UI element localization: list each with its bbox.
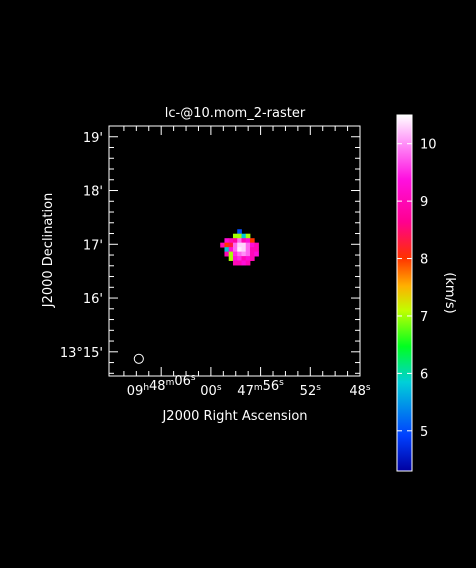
pixel — [241, 247, 247, 253]
pixel — [241, 251, 247, 257]
colorbar-tick-label: 10 — [420, 138, 437, 153]
colorbar-label: (km/s) — [442, 272, 457, 314]
pixel — [232, 256, 238, 261]
pixel — [228, 242, 234, 248]
pixel — [232, 238, 238, 244]
pixel — [232, 251, 238, 257]
pixel — [237, 229, 242, 235]
colorbar-tick-labels: 5 6 7 8 9 10 — [420, 138, 437, 440]
pixel — [228, 256, 234, 261]
beam-ellipse — [133, 353, 144, 364]
beam-layer — [133, 353, 144, 364]
pixel — [232, 247, 238, 253]
colorbar-tick-label: 9 — [420, 195, 428, 210]
pixel — [249, 256, 255, 261]
colorbar-tick-label: 8 — [420, 253, 428, 268]
x-axis-label: J2000 Right Ascension — [161, 409, 307, 424]
x-tick-label: 48s — [349, 383, 371, 399]
pixel — [254, 251, 259, 257]
pixel — [228, 247, 234, 253]
pixel — [249, 242, 255, 248]
y-tick-labels: 13°15' 16' 17' 18' 19' — [60, 131, 103, 361]
pixel — [232, 233, 238, 239]
pixel — [237, 256, 242, 261]
pixel — [228, 251, 234, 257]
x-tick-label: 09h48m06s — [127, 373, 196, 399]
pixel — [249, 247, 255, 253]
pixel — [254, 242, 259, 248]
pixel — [249, 251, 255, 257]
y-tick-label: 17' — [83, 238, 103, 253]
chart-title: lc-@10.mom_2-raster — [165, 106, 306, 121]
pixel — [241, 233, 247, 239]
pixel — [241, 260, 247, 266]
pixel — [245, 238, 251, 244]
pixel — [245, 260, 251, 266]
pixel — [254, 247, 259, 253]
pixel — [224, 247, 230, 253]
x-tick-label: 47m56s — [237, 378, 284, 399]
pixel — [237, 247, 242, 253]
colorbar-tick-label: 6 — [420, 367, 428, 382]
pixel — [228, 238, 234, 244]
x-tick-marks — [123, 126, 361, 376]
pixel — [237, 233, 242, 239]
y-tick-label: 19' — [83, 131, 103, 146]
pixel — [232, 242, 238, 248]
emission-pixels — [220, 229, 259, 266]
plot-frame — [108, 125, 361, 377]
pixel — [241, 256, 247, 261]
pixel — [245, 256, 251, 261]
pixel — [237, 260, 242, 266]
colorbar-tick-label: 5 — [420, 425, 428, 440]
pixel — [220, 242, 225, 248]
colorbar — [396, 114, 413, 472]
pixel — [245, 242, 251, 248]
pixel — [241, 238, 247, 244]
pixel — [241, 242, 247, 248]
pixel — [232, 260, 238, 266]
colorbar-tick-marks — [397, 143, 412, 432]
pixel — [245, 233, 251, 239]
y-tick-label: 13°15' — [60, 346, 103, 361]
y-axis-label: J2000 Declination — [41, 193, 56, 309]
pixel — [237, 238, 242, 244]
pixel — [237, 242, 242, 248]
x-tick-label: 00s — [200, 383, 222, 399]
y-tick-label: 16' — [83, 292, 103, 307]
pixel — [224, 251, 230, 257]
pixel — [245, 251, 251, 257]
y-tick-marks — [109, 136, 360, 374]
x-tick-label: 52s — [300, 383, 322, 399]
colorbar-tick-label: 7 — [420, 310, 428, 325]
pixel — [224, 242, 230, 248]
pixel — [237, 251, 242, 257]
pixel — [249, 238, 255, 244]
pixel — [224, 238, 230, 244]
pixel — [245, 247, 251, 253]
y-tick-label: 18' — [83, 185, 103, 200]
